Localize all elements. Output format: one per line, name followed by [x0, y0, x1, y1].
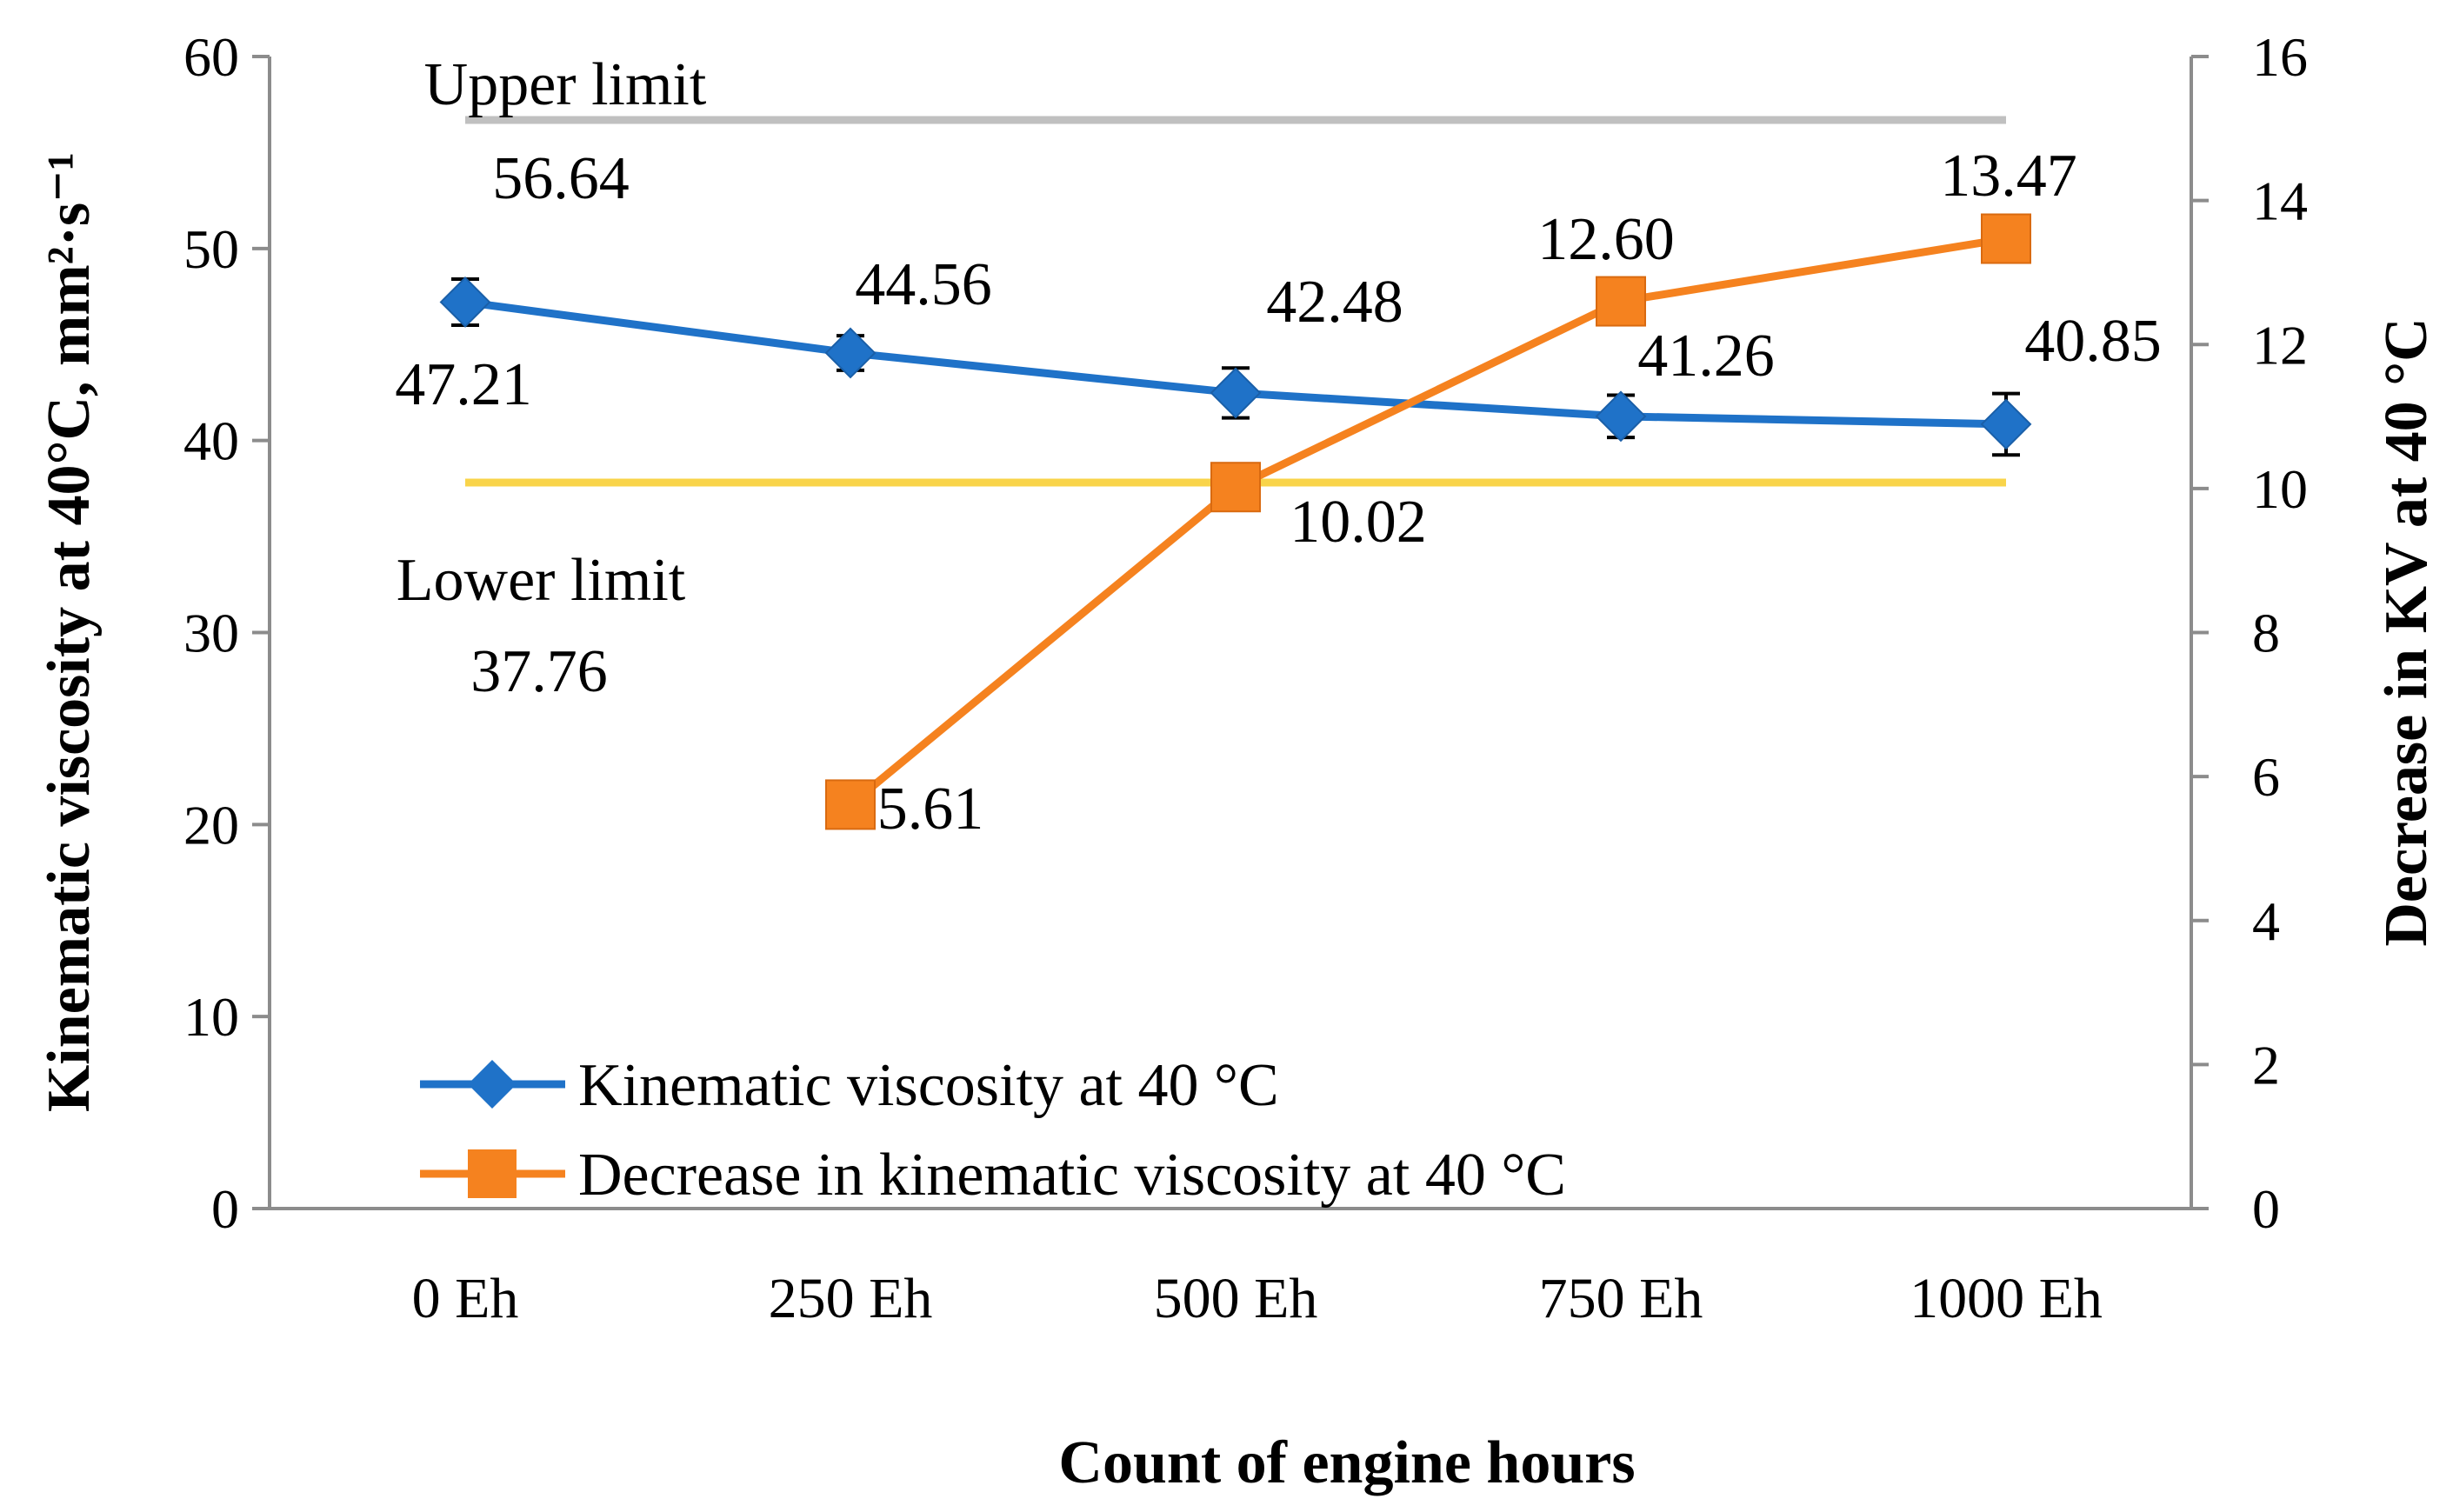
kv-point: [1210, 367, 1262, 419]
x-tick-label: 250 Eh: [769, 1267, 933, 1330]
left-tick-label: 0: [211, 1178, 239, 1240]
legend-label: Kinematic viscosity at 40 °C: [578, 1052, 1279, 1119]
right-tick-label: 16: [2252, 26, 2308, 88]
left-axis-title: Kinematic viscosity at 40°C, mm²·s⁻¹: [36, 152, 103, 1112]
kv-data-label: 41.26: [1637, 323, 1775, 390]
lower-limit-text: Lower limit: [397, 547, 686, 614]
left-tick-label: 40: [183, 410, 239, 472]
right-tick-label: 14: [2252, 170, 2308, 232]
upper-limit-text: Upper limit: [424, 51, 707, 118]
legend-marker: [468, 1060, 517, 1109]
kv-data-label: 42.48: [1266, 269, 1403, 336]
decrease-point: [1596, 276, 1646, 327]
kv-data-label: 40.85: [2024, 308, 2162, 375]
decrease-data-label: 10.02: [1290, 489, 1427, 556]
decrease-data-label: 13.47: [1940, 143, 2077, 210]
legend-marker: [468, 1149, 517, 1198]
decrease-point: [1981, 213, 2031, 264]
left-tick-label: 30: [183, 603, 239, 664]
upper-limit-value: 56.64: [492, 145, 630, 212]
right-tick-label: 2: [2252, 1034, 2280, 1096]
left-tick-label: 60: [183, 26, 239, 88]
kv-point: [439, 276, 491, 328]
x-tick-label: 500 Eh: [1154, 1267, 1318, 1330]
x-axis-title: Count of engine hours: [1058, 1429, 1635, 1496]
kv-point: [1595, 390, 1647, 443]
left-tick-label: 10: [183, 986, 239, 1048]
legend: Kinematic viscosity at 40 °C Decrease in …: [420, 1052, 1566, 1209]
kv-point: [824, 327, 877, 379]
decrease-point: [1210, 462, 1261, 513]
lower-limit-value: 37.76: [470, 638, 608, 705]
right-tick-label: 12: [2252, 314, 2308, 376]
right-tick-label: 4: [2252, 890, 2280, 952]
right-tick-label: 0: [2252, 1178, 2280, 1240]
decrease-data-label: 5.61: [877, 776, 984, 843]
kv-data-label: 47.21: [395, 351, 532, 418]
reference-lines-group: Upper limit 56.64 Lower limit 37.76: [397, 51, 2006, 705]
x-tick-label: 1000 Eh: [1910, 1267, 2103, 1330]
legend-label: Decrease in kinematic viscosity at 40 °C: [578, 1142, 1566, 1209]
right-tick-label: 10: [2252, 458, 2308, 520]
decrease-series-line: [848, 235, 2007, 808]
right-tick-label: 6: [2252, 746, 2280, 808]
left-tick-label: 20: [183, 794, 239, 856]
axes-group: 0 10 20 30 40 50 60 0 2 4 6 8 10 12 14 16 0 Eh 250 Eh 500 …: [36, 26, 2440, 1496]
data-labels-group: 47.21 44.56 42.48 41.26 40.85 5.61 10.02 12.60 1…: [395, 143, 2162, 843]
decrease-data-label: 12.60: [1537, 206, 1675, 273]
right-axis-title: Decrease in KV at 40 °C: [2373, 317, 2440, 946]
right-tick-label: 8: [2252, 603, 2280, 664]
series-group: [439, 213, 2032, 830]
decrease-point: [825, 779, 876, 830]
kv-point: [1980, 398, 2032, 450]
kv-data-label: 44.56: [855, 251, 992, 318]
x-tick-label: 750 Eh: [1539, 1267, 1703, 1330]
left-tick-label: 50: [183, 218, 239, 280]
x-tick-label: 0 Eh: [412, 1267, 519, 1330]
